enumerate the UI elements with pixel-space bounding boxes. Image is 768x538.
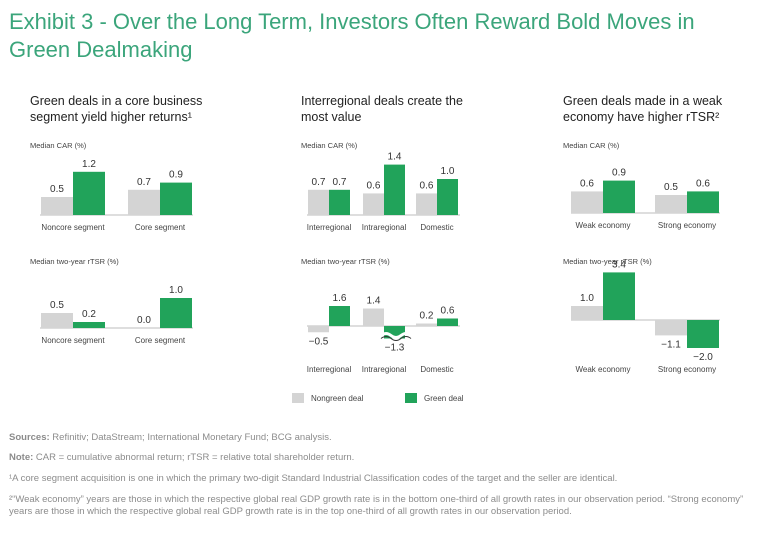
value-label-3-1-0: 1.4 [367,296,381,307]
metric-label-rtsr-segment: Median two-year rTSR (%) [30,257,119,266]
bar-2-0-0 [308,189,329,215]
bar-3-1-0 [363,308,384,326]
value-label-2-1-1: 1.4 [388,152,402,163]
axis-break-3-1 [380,332,412,339]
bar-2-0-1 [329,189,350,215]
value-label-2-0-0: 0.7 [312,177,326,188]
legend-nongreen: Nongreen deal [292,393,363,403]
bar-3-2-0 [416,323,437,326]
bar-4-0-1 [603,180,635,213]
value-label-3-0-0: −0.5 [309,336,329,347]
bar-1-0-0 [41,313,73,328]
bar-0-0-1 [73,171,105,215]
axis-break-mark-3-1 [380,336,412,341]
bar-4-1-0 [655,195,687,213]
bar-1-0-1 [73,322,105,328]
value-label-0-1-1: 0.9 [169,170,183,181]
category-label-0-1: Core segment [135,223,186,232]
metric-label-car-segment: Median CAR (%) [30,141,87,150]
value-label-1-1-1: 1.0 [169,285,183,296]
category-label-1-0: Noncore segment [41,336,105,345]
category-label-1-1: Core segment [135,336,186,345]
bar-0-1-0 [128,189,160,215]
legend-nongreen-swatch [292,393,304,403]
panel-title-economy: Green deals made in a weak economy have … [563,94,723,124]
category-label-4-0: Weak economy [576,221,631,230]
category-label-3-1: Intraregional [362,365,407,374]
footnote-1: ¹A core segment acquisition is one in wh… [9,473,618,484]
category-label-5-0: Weak economy [576,365,631,374]
panel-title-segment: Green deals in a core business segment y… [30,94,203,124]
value-label-2-2-0: 0.6 [420,180,434,191]
value-label-1-0-1: 0.2 [82,309,96,320]
value-label-2-0-1: 0.7 [333,177,347,188]
category-label-3-2: Domestic [420,365,453,374]
value-label-4-0-0: 0.6 [580,178,594,189]
sources-footnote: Sources: Refinitiv; DataStream; Internat… [9,432,759,444]
legend-green-swatch [405,393,417,403]
value-label-5-1-0: −1.1 [661,339,681,350]
bar-2-1-0 [363,193,384,215]
value-label-0-0-0: 0.5 [50,184,64,195]
value-label-3-1-1: −1.3 [385,343,405,354]
bar-1-1-1 [160,298,192,328]
value-label-3-0-1: 1.6 [333,293,347,304]
bar-0-0-0 [41,197,73,215]
metric-label-car-region: Median CAR (%) [301,141,358,150]
note-text: CAR = cumulative abnormal return; rTSR =… [33,452,355,463]
footnote-2: ²“Weak economy” years are those in which… [9,494,744,517]
category-label-2-2: Domestic [420,223,453,232]
value-label-4-0-1: 0.9 [612,168,626,179]
value-label-5-0-0: 1.0 [580,293,594,304]
bar-3-0-1 [329,306,350,326]
category-label-3-0: Interregional [307,365,352,374]
bar-2-2-1 [437,179,458,215]
metric-label-car-economy: Median CAR (%) [563,141,620,150]
bar-0-1-1 [160,182,192,215]
metric-label-rtsr-economy: Median two-year rTSR (%) [563,257,652,266]
legend-green-label: Green deal [424,393,464,403]
value-label-2-2-1: 1.0 [441,166,455,177]
bar-5-0-0 [571,306,603,320]
sources-label: Sources: [9,432,50,443]
value-label-4-1-1: 0.6 [696,178,710,189]
exhibit-title: Exhibit 3 - Over the Long Term, Investor… [9,9,695,62]
value-label-3-2-1: 0.6 [441,306,455,317]
value-label-3-2-0: 0.2 [420,311,434,322]
sources-text: Refinitiv; DataStream; International Mon… [49,432,332,443]
bar-4-0-0 [571,191,603,213]
value-label-0-1-0: 0.7 [137,177,151,188]
category-label-5-1: Strong economy [658,365,716,374]
value-label-5-1-1: −2.0 [693,352,713,363]
bar-3-2-1 [437,318,458,326]
value-label-1-1-0: 0.0 [137,315,151,326]
category-label-2-0: Interregional [307,223,352,232]
bar-5-1-0 [655,320,687,336]
category-label-2-1: Intraregional [362,223,407,232]
note-footnote: Note: CAR = cumulative abnormal return; … [9,452,759,464]
bar-5-0-1 [603,272,635,320]
value-label-4-1-0: 0.5 [664,182,678,193]
bar-5-1-1 [687,320,719,348]
category-label-4-1: Strong economy [658,221,716,230]
value-label-1-0-0: 0.5 [50,300,64,311]
category-label-0-0: Noncore segment [41,223,105,232]
bar-2-2-0 [416,193,437,215]
metric-label-rtsr-region: Median two-year rTSR (%) [301,257,390,266]
value-label-5-0-1: 3.4 [612,259,626,270]
note-label: Note: [9,452,34,463]
panel-title-region: Interregional deals create the most valu… [301,94,463,124]
value-label-2-1-0: 0.6 [367,180,381,191]
value-label-0-0-1: 1.2 [82,159,96,170]
bar-4-1-1 [687,191,719,213]
legend-nongreen-label: Nongreen deal [311,393,364,403]
legend-green: Green deal [405,393,464,403]
bar-3-0-0 [308,326,329,333]
bar-2-1-1 [384,164,405,215]
